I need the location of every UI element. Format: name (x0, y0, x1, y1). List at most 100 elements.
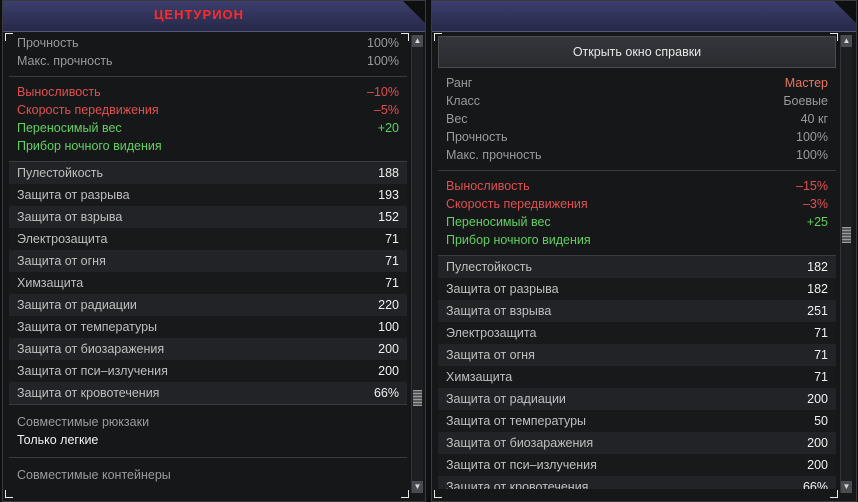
right-modifiers: Выносливость –15% Скорость передвижения … (438, 171, 836, 256)
modifier-row: Скорость передвижения –5% (17, 101, 399, 119)
protection-value: 71 (814, 348, 828, 362)
scroll-thumb[interactable] (413, 390, 422, 406)
header-corner-notch (403, 1, 425, 23)
protection-row: Защита от разрыва 193 (9, 184, 407, 206)
stat-row: Прочность 100% (17, 34, 399, 52)
protection-row: Защита от биозаражения 200 (438, 432, 836, 454)
scroll-down-icon[interactable]: ▼ (412, 481, 423, 493)
protection-label: Пулестойкость (17, 166, 104, 180)
stat-row: Вес 40 кг (446, 110, 828, 128)
protection-row: Пулестойкость 182 (438, 256, 836, 278)
frame-corner (401, 33, 409, 41)
protection-value: 200 (807, 458, 828, 472)
stat-value: 100% (796, 148, 828, 162)
left-item-title: ЦЕНТУРИОН (153, 7, 245, 22)
scroll-down-icon[interactable]: ▼ (841, 481, 852, 493)
compat-containers-row: Совместимые контейнеры (17, 466, 399, 484)
frame-corner (5, 490, 13, 498)
left-scrollbar[interactable]: ▲ ▼ (411, 35, 423, 493)
protection-value: 220 (378, 298, 399, 312)
protection-value: 100 (378, 320, 399, 334)
stat-value: 100% (796, 130, 828, 144)
protection-label: Защита от разрыва (17, 188, 130, 202)
stat-label: Класс (446, 94, 481, 108)
modifier-row: Выносливость –15% (446, 177, 828, 195)
modifier-label: Выносливость (446, 179, 530, 193)
protection-label: Защита от биозаражения (446, 436, 594, 450)
modifier-value: –10% (367, 85, 399, 99)
right-item-panel: Открыть окно справки Ранг Мастер Класс Б… (431, 0, 857, 502)
protection-row: Защита от взрыва 251 (438, 300, 836, 322)
modifier-row: Переносимый вес +25 (446, 213, 828, 231)
protection-value: 182 (807, 282, 828, 296)
protection-value: 182 (807, 260, 828, 274)
modifier-label: Скорость передвижения (446, 197, 588, 211)
modifier-value: +25 (806, 215, 828, 229)
protection-row: Защита от пси–излучения 200 (438, 454, 836, 476)
right-stats-content[interactable]: Открыть окно справки Ранг Мастер Класс Б… (438, 34, 836, 489)
protection-value: 200 (807, 392, 828, 406)
protection-row: Пулестойкость 188 (9, 162, 407, 184)
frame-corner (434, 490, 442, 498)
stat-row: Макс. прочность 100% (17, 52, 399, 70)
protection-value: 71 (814, 326, 828, 340)
protection-label: Электрозащита (17, 232, 108, 246)
stat-label: Прочность (17, 36, 79, 50)
protection-value: 152 (378, 210, 399, 224)
protection-value: 66% (373, 386, 399, 400)
protection-row: Электрозащита 71 (438, 322, 836, 344)
left-panel-header: ЦЕНТУРИОН (3, 1, 425, 32)
protection-value: 200 (807, 436, 828, 450)
protection-label: Защита от пси–излучения (17, 364, 168, 378)
right-base-stats: Ранг Мастер Класс Боевые Вес 40 кг Прочн… (438, 68, 836, 171)
left-stats-content[interactable]: Прочность 100% Макс. прочность 100% Выно… (9, 34, 407, 489)
modifier-label: Скорость передвижения (17, 103, 159, 117)
modifier-value: –5% (373, 103, 399, 117)
rank-value: Мастер (784, 76, 828, 90)
protection-row: Химзащита 71 (9, 272, 407, 294)
protection-value: 200 (378, 342, 399, 356)
protection-label: Защита от взрыва (17, 210, 123, 224)
right-protection-table: Пулестойкость 182 Защита от разрыва 182 За… (438, 256, 836, 489)
modifier-label: Переносимый вес (446, 215, 551, 229)
modifier-label: Переносимый вес (17, 121, 122, 135)
modifier-row: Скорость передвижения –3% (446, 195, 828, 213)
protection-value: 200 (378, 364, 399, 378)
right-scrollbar[interactable]: ▲ ▼ (840, 35, 852, 493)
protection-value: 71 (814, 370, 828, 384)
protection-row: Химзащита 71 (438, 366, 836, 388)
stat-value: Боевые (783, 94, 828, 108)
compat-backpacks-label: Совместимые рюкзаки (17, 415, 150, 429)
left-modifiers: Выносливость –10% Скорость передвижения … (9, 77, 407, 162)
stat-row: Класс Боевые (446, 92, 828, 110)
protection-value: 50 (814, 414, 828, 428)
protection-value: 66% (802, 480, 828, 489)
protection-label: Защита от кровотечения (446, 480, 589, 489)
protection-value: 71 (385, 232, 399, 246)
protection-row: Защита от пси–излучения 200 (9, 360, 407, 382)
protection-label: Защита от радиации (17, 298, 137, 312)
protection-label: Пулестойкость (446, 260, 533, 274)
open-help-button[interactable]: Открыть окно справки (438, 36, 836, 68)
protection-label: Защита от огня (446, 348, 535, 362)
left-protection-table: Пулестойкость 188 Защита от разрыва 193 За… (9, 162, 407, 405)
stat-value: 100% (367, 36, 399, 50)
modifier-row: Выносливость –10% (17, 83, 399, 101)
protection-label: Защита от взрыва (446, 304, 552, 318)
protection-label: Химзащита (446, 370, 513, 384)
protection-row: Защита от радиации 220 (9, 294, 407, 316)
protection-row: Защита от температуры 100 (9, 316, 407, 338)
protection-label: Защита от температуры (17, 320, 158, 334)
modifier-value: –15% (796, 179, 828, 193)
protection-row: Защита от биозаражения 200 (9, 338, 407, 360)
stat-row: Ранг Мастер (446, 74, 828, 92)
scroll-thumb[interactable] (842, 227, 851, 243)
stat-value: 100% (367, 54, 399, 68)
stat-label: Прочность (446, 130, 508, 144)
frame-corner (5, 33, 13, 41)
protection-row: Электрозащита 71 (9, 228, 407, 250)
scroll-up-icon[interactable]: ▲ (841, 35, 852, 47)
protection-row: Защита от радиации 200 (438, 388, 836, 410)
scroll-up-icon[interactable]: ▲ (412, 35, 423, 47)
protection-value: 71 (385, 254, 399, 268)
